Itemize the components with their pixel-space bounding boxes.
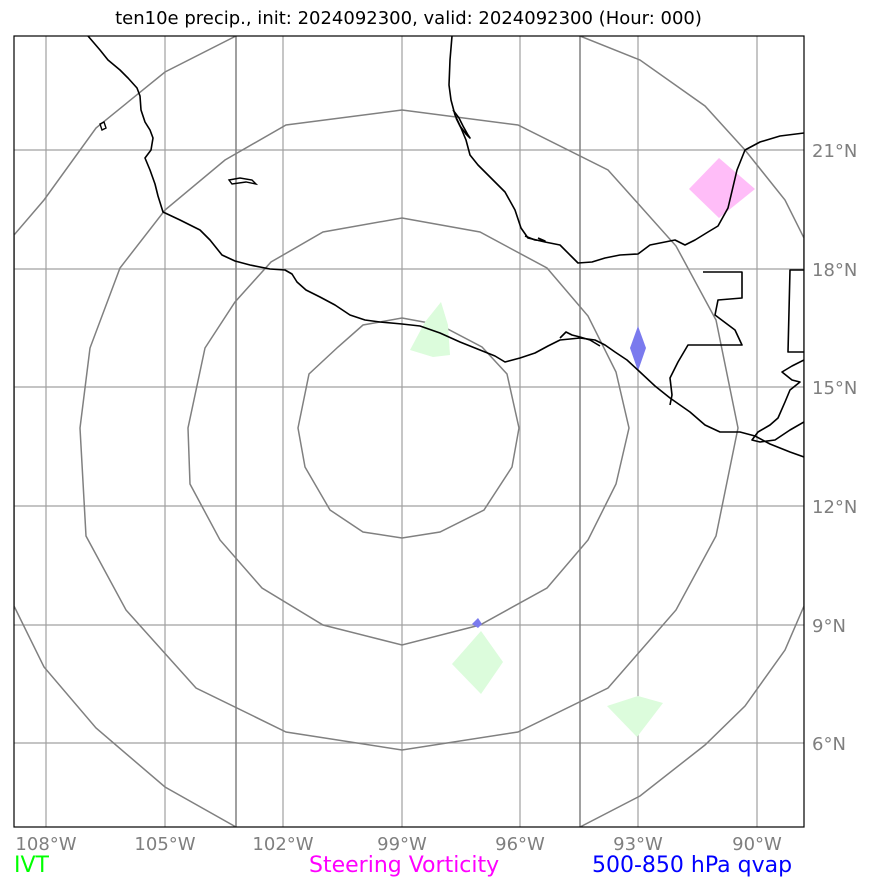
range-ring-12deg-east [579, 36, 804, 827]
map-plot-area [14, 36, 804, 827]
legend-steering-vorticity: Steering Vorticity [309, 853, 500, 878]
legend-qvap: 500-850 hPa qvap [592, 853, 793, 878]
laguna-terminos [524, 235, 546, 242]
belize-guatemala-border [787, 269, 804, 353]
gulf-coast [448, 36, 804, 264]
vorticity-area-1 [689, 158, 755, 218]
lon-tick-label: 96°W [495, 834, 545, 855]
ivt-shading [410, 302, 663, 737]
range-ring-12deg [14, 36, 237, 827]
islands [99, 121, 259, 186]
island-marias [99, 121, 107, 131]
lon-tick-labels: 108°W 105°W 102°W 99°W 96°W 93°W 90°W [15, 834, 782, 855]
oaxaca-coast-detail [559, 331, 601, 347]
tamaulipas-lagoon [452, 109, 471, 139]
honduras-coast [751, 359, 804, 443]
pacific-coast [87, 36, 804, 458]
gridlines [14, 36, 804, 827]
vorticity-shading [689, 158, 755, 218]
ivt-area-3 [607, 696, 663, 737]
guatemala-border [669, 271, 743, 406]
qvap-area-2 [472, 618, 482, 628]
map-title: ten10e precip., init: 2024092300, valid:… [115, 8, 702, 29]
lon-tick-label: 99°W [377, 834, 427, 855]
range-ring-6deg [187, 217, 630, 646]
lon-tick-label: 90°W [732, 834, 782, 855]
range-ring-9deg [79, 109, 739, 751]
lon-tick-label: 93°W [613, 834, 663, 855]
lat-tick-label: 21°N [812, 141, 857, 162]
lat-tick-labels: 21°N 18°N 15°N 12°N 9°N 6°N [812, 141, 857, 755]
lat-tick-label: 6°N [812, 734, 846, 755]
lon-tick-label: 105°W [134, 834, 195, 855]
lat-tick-label: 9°N [812, 616, 846, 637]
qvap-shading [472, 326, 646, 628]
lat-tick-label: 15°N [812, 378, 857, 399]
legend-ivt: IVT [14, 853, 49, 878]
range-ring-3deg [297, 317, 520, 539]
map-border [13, 35, 805, 828]
lon-tick-label: 108°W [15, 834, 76, 855]
lon-tick-label: 102°W [252, 834, 313, 855]
qvap-area-1 [630, 326, 646, 371]
lat-tick-label: 18°N [812, 260, 857, 281]
lat-tick-label: 12°N [812, 497, 857, 518]
island-revillagigedo [227, 177, 259, 186]
range-rings [14, 36, 804, 827]
ivt-area-2 [452, 631, 503, 694]
coastlines [87, 36, 804, 458]
